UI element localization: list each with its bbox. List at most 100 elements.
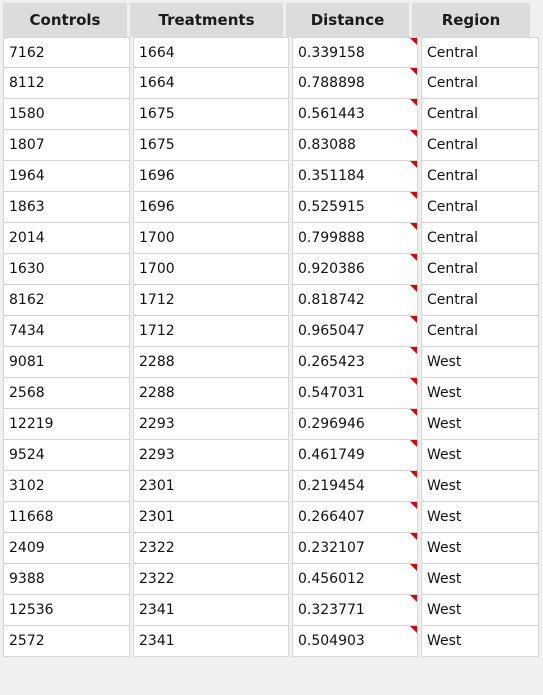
column-header-distance[interactable]: Distance xyxy=(286,3,412,37)
comment-indicator-icon[interactable] xyxy=(410,254,417,261)
treatments-cell[interactable]: 2288 xyxy=(133,378,289,409)
region-cell[interactable]: West xyxy=(421,533,539,564)
column-header-controls[interactable]: Controls xyxy=(3,3,130,37)
comment-indicator-icon[interactable] xyxy=(410,38,417,45)
treatments-cell[interactable]: 1664 xyxy=(133,68,289,99)
comment-indicator-icon[interactable] xyxy=(410,564,417,571)
controls-cell[interactable]: 2572 xyxy=(3,626,130,657)
region-cell[interactable]: Central xyxy=(421,254,539,285)
comment-indicator-icon[interactable] xyxy=(410,626,417,633)
comment-indicator-icon[interactable] xyxy=(410,68,417,75)
controls-cell[interactable]: 9081 xyxy=(3,347,130,378)
region-cell[interactable]: Central xyxy=(421,99,539,130)
distance-cell[interactable]: 0.219454 xyxy=(292,471,418,502)
treatments-cell[interactable]: 2293 xyxy=(133,409,289,440)
region-cell[interactable]: Central xyxy=(421,316,539,347)
distance-cell[interactable]: 0.266407 xyxy=(292,502,418,533)
region-cell[interactable]: West xyxy=(421,626,539,657)
treatments-cell[interactable]: 1696 xyxy=(133,161,289,192)
region-cell[interactable]: West xyxy=(421,471,539,502)
distance-cell[interactable]: 0.339158 xyxy=(292,37,418,68)
comment-indicator-icon[interactable] xyxy=(410,502,417,509)
column-header-region[interactable]: Region xyxy=(412,3,530,37)
distance-cell[interactable]: 0.323771 xyxy=(292,595,418,626)
comment-indicator-icon[interactable] xyxy=(410,192,417,199)
distance-cell[interactable]: 0.296946 xyxy=(292,409,418,440)
distance-cell[interactable]: 0.920386 xyxy=(292,254,418,285)
comment-indicator-icon[interactable] xyxy=(410,378,417,385)
treatments-cell[interactable]: 2293 xyxy=(133,440,289,471)
distance-cell[interactable]: 0.456012 xyxy=(292,564,418,595)
controls-cell[interactable]: 2568 xyxy=(3,378,130,409)
treatments-cell[interactable]: 1700 xyxy=(133,223,289,254)
region-cell[interactable]: Central xyxy=(421,37,539,68)
controls-cell[interactable]: 1580 xyxy=(3,99,130,130)
treatments-cell[interactable]: 2301 xyxy=(133,471,289,502)
distance-cell[interactable]: 0.788898 xyxy=(292,68,418,99)
controls-cell[interactable]: 9524 xyxy=(3,440,130,471)
comment-indicator-icon[interactable] xyxy=(410,533,417,540)
controls-cell[interactable]: 2409 xyxy=(3,533,130,564)
controls-cell[interactable]: 9388 xyxy=(3,564,130,595)
region-cell[interactable]: West xyxy=(421,378,539,409)
treatments-cell[interactable]: 2301 xyxy=(133,502,289,533)
comment-indicator-icon[interactable] xyxy=(410,285,417,292)
comment-indicator-icon[interactable] xyxy=(410,316,417,323)
comment-indicator-icon[interactable] xyxy=(410,440,417,447)
region-cell[interactable]: Central xyxy=(421,161,539,192)
controls-cell[interactable]: 2014 xyxy=(3,223,130,254)
controls-cell[interactable]: 8112 xyxy=(3,68,130,99)
comment-indicator-icon[interactable] xyxy=(410,223,417,230)
distance-cell[interactable]: 0.461749 xyxy=(292,440,418,471)
region-cell[interactable]: West xyxy=(421,502,539,533)
distance-cell[interactable]: 0.525915 xyxy=(292,192,418,223)
treatments-cell[interactable]: 1712 xyxy=(133,316,289,347)
controls-cell[interactable]: 12219 xyxy=(3,409,130,440)
controls-cell[interactable]: 11668 xyxy=(3,502,130,533)
distance-cell[interactable]: 0.965047 xyxy=(292,316,418,347)
distance-cell[interactable]: 0.265423 xyxy=(292,347,418,378)
controls-cell[interactable]: 1630 xyxy=(3,254,130,285)
distance-cell[interactable]: 0.83088 xyxy=(292,130,418,161)
region-cell[interactable]: Central xyxy=(421,223,539,254)
treatments-cell[interactable]: 2322 xyxy=(133,564,289,595)
treatments-cell[interactable]: 2341 xyxy=(133,595,289,626)
controls-cell[interactable]: 7162 xyxy=(3,37,130,68)
region-cell[interactable]: Central xyxy=(421,68,539,99)
region-cell[interactable]: West xyxy=(421,564,539,595)
distance-cell[interactable]: 0.232107 xyxy=(292,533,418,564)
treatments-cell[interactable]: 2341 xyxy=(133,626,289,657)
distance-cell[interactable]: 0.799888 xyxy=(292,223,418,254)
comment-indicator-icon[interactable] xyxy=(410,161,417,168)
column-header-treatments[interactable]: Treatments xyxy=(130,3,286,37)
treatments-cell[interactable]: 2322 xyxy=(133,533,289,564)
treatments-cell[interactable]: 1712 xyxy=(133,285,289,316)
region-cell[interactable]: West xyxy=(421,595,539,626)
controls-cell[interactable]: 1863 xyxy=(3,192,130,223)
comment-indicator-icon[interactable] xyxy=(410,99,417,106)
region-cell[interactable]: Central xyxy=(421,285,539,316)
distance-cell[interactable]: 0.547031 xyxy=(292,378,418,409)
comment-indicator-icon[interactable] xyxy=(410,347,417,354)
region-cell[interactable]: West xyxy=(421,440,539,471)
treatments-cell[interactable]: 1700 xyxy=(133,254,289,285)
comment-indicator-icon[interactable] xyxy=(410,409,417,416)
region-cell[interactable]: Central xyxy=(421,192,539,223)
comment-indicator-icon[interactable] xyxy=(410,130,417,137)
controls-cell[interactable]: 8162 xyxy=(3,285,130,316)
distance-cell[interactable]: 0.561443 xyxy=(292,99,418,130)
controls-cell[interactable]: 3102 xyxy=(3,471,130,502)
treatments-cell[interactable]: 2288 xyxy=(133,347,289,378)
comment-indicator-icon[interactable] xyxy=(410,595,417,602)
distance-cell[interactable]: 0.504903 xyxy=(292,626,418,657)
region-cell[interactable]: West xyxy=(421,409,539,440)
comment-indicator-icon[interactable] xyxy=(410,471,417,478)
treatments-cell[interactable]: 1675 xyxy=(133,99,289,130)
treatments-cell[interactable]: 1664 xyxy=(133,37,289,68)
region-cell[interactable]: West xyxy=(421,347,539,378)
distance-cell[interactable]: 0.818742 xyxy=(292,285,418,316)
region-cell[interactable]: Central xyxy=(421,130,539,161)
treatments-cell[interactable]: 1675 xyxy=(133,130,289,161)
controls-cell[interactable]: 1807 xyxy=(3,130,130,161)
controls-cell[interactable]: 12536 xyxy=(3,595,130,626)
